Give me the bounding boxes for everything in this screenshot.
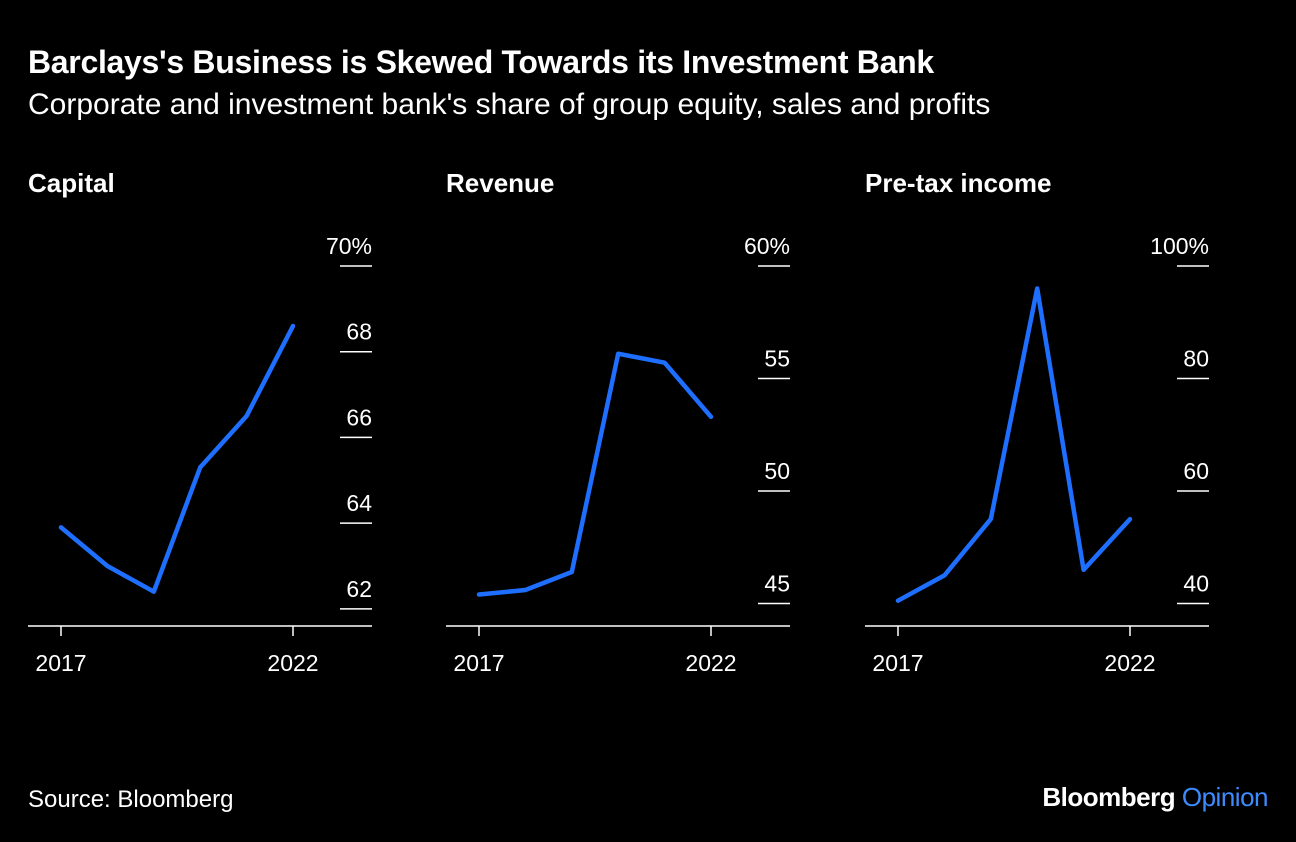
y-tick-label: 70% — [326, 233, 372, 259]
chart-pretax-income: 40 60 80 100% 2017 2022 — [865, 233, 1209, 676]
y-tick-label: 62 — [346, 576, 372, 602]
y-tick-label: 80 — [1183, 346, 1209, 372]
y-tick-label: 100% — [1150, 233, 1209, 259]
x-tick-label: 2017 — [872, 650, 923, 676]
logo-accent: Opinion — [1181, 782, 1269, 812]
x-tick-label: 2017 — [453, 650, 504, 676]
y-tick-label: 60% — [744, 233, 790, 259]
x-tick-label: 2022 — [1104, 650, 1155, 676]
x-tick-label: 2022 — [267, 650, 318, 676]
logo-brand: Bloomberg — [1042, 782, 1176, 812]
panel-title-pretax-income: Pre-tax income — [865, 168, 1052, 198]
y-tick-label: 64 — [346, 490, 372, 516]
y-tick-label: 50 — [764, 458, 790, 484]
bloomberg-opinion-logo: Bloomberg Opinion — [1042, 782, 1268, 813]
chart-title: Barclays's Business is Skewed Towards it… — [28, 44, 934, 80]
x-tick-label: 2017 — [35, 650, 86, 676]
panel-title-capital: Capital — [28, 168, 115, 198]
chart-subtitle: Corporate and investment bank's share of… — [28, 88, 991, 121]
y-tick-label: 68 — [346, 319, 372, 345]
x-tick-label: 2022 — [685, 650, 736, 676]
y-tick-label: 40 — [1183, 571, 1209, 597]
y-tick-label: 66 — [346, 404, 372, 430]
chart-revenue: 45 50 55 60% 2017 2022 — [446, 233, 790, 676]
panel-capital: Capital 62 64 66 68 70% 2017 2022 — [28, 168, 428, 708]
panel-title-revenue: Revenue — [446, 168, 555, 198]
series-line — [58, 323, 296, 594]
panel-pretax-income: Pre-tax income 40 60 80 100% 2017 2022 — [865, 168, 1265, 708]
y-tick-label: 45 — [764, 571, 790, 597]
y-tick-label: 60 — [1183, 458, 1209, 484]
y-tick-label: 55 — [764, 346, 790, 372]
series-line — [476, 351, 714, 597]
panel-revenue: Revenue 45 50 55 60% 2017 2022 — [446, 168, 846, 708]
chart-capital: 62 64 66 68 70% 2017 2022 — [28, 233, 372, 676]
series-line — [895, 286, 1133, 603]
source-note: Source: Bloomberg — [28, 786, 234, 813]
